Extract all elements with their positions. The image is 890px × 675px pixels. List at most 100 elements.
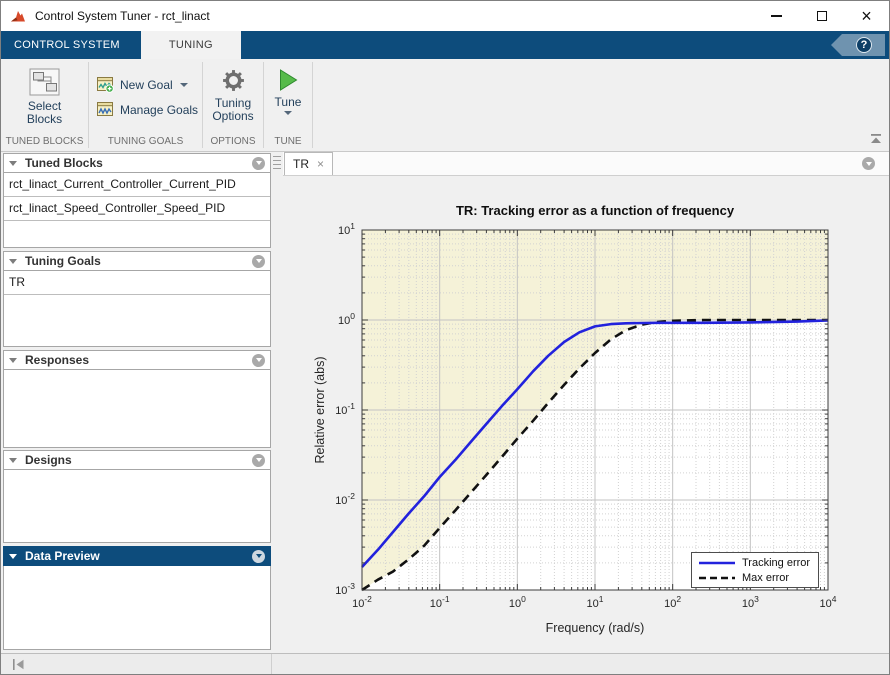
tuned-blocks-list: rct_linact_Current_Controller_Current_PI… <box>3 173 271 248</box>
plot-panel: 10-2 10-1 100 101 102 103 104 10-3 10-2 10-1 100 10… <box>283 176 889 653</box>
svg-text:10-2: 10-2 <box>335 491 355 507</box>
maximize-icon <box>816 11 827 21</box>
close-button[interactable]: × <box>844 1 889 31</box>
svg-text:101: 101 <box>338 221 355 237</box>
tuning-goals-list: TR <box>3 271 271 347</box>
ribbon-toolbar: Select Blocks TUNED BLOCKS New Goal <box>1 59 889 152</box>
panel-tuning-goals: Tuning Goals TR <box>3 251 271 347</box>
tuning-options-label: Tuning Options <box>212 96 254 123</box>
maximize-button[interactable] <box>799 1 844 31</box>
legend-label: Tracking error <box>742 556 811 569</box>
chevron-down-icon <box>255 458 262 462</box>
designs-list <box>3 470 271 543</box>
ribbon-tab-strip: CONTROL SYSTEM TUNING ? <box>1 31 889 59</box>
new-goal-dropdown-icon[interactable] <box>179 82 188 87</box>
help-icon: ? <box>856 37 872 53</box>
chart-legend[interactable]: Tracking error Max error <box>691 552 819 588</box>
svg-text:10-1: 10-1 <box>430 594 450 610</box>
panel-menu-button[interactable] <box>252 254 265 268</box>
tuning-options-button[interactable]: Tuning Options <box>203 59 263 135</box>
chevron-down-icon <box>255 161 262 165</box>
help-button[interactable]: ? <box>831 34 885 56</box>
window-controls: × <box>754 1 889 31</box>
minimize-button[interactable] <box>754 1 799 31</box>
panel-header-data-preview[interactable]: Data Preview <box>3 546 271 566</box>
panel-header-responses[interactable]: Responses <box>3 350 271 370</box>
group-options: Tuning Options OPTIONS <box>203 59 263 151</box>
collapse-triangle-icon <box>9 160 17 166</box>
svg-text:10-3: 10-3 <box>335 581 355 597</box>
panel-header-designs[interactable]: Designs <box>3 450 271 470</box>
collapse-triangle-icon <box>9 357 17 363</box>
svg-text:10-2: 10-2 <box>352 594 372 610</box>
splitter-grip-icon <box>273 156 281 171</box>
manage-goals-icon <box>97 102 113 116</box>
title-bar: Control System Tuner - rct_linact × <box>1 1 889 31</box>
select-blocks-icon <box>29 68 60 96</box>
section-label-tuned-blocks: TUNED BLOCKS <box>5 136 84 147</box>
svg-text:103: 103 <box>742 594 759 610</box>
list-item[interactable]: TR <box>4 271 270 295</box>
content-area: Tuned Blocks rct_linact_Current_Controll… <box>1 152 889 653</box>
toolbar-divider <box>202 62 203 148</box>
new-goal-label: New Goal <box>120 77 173 92</box>
tab-tr[interactable]: TR × <box>284 152 334 175</box>
data-preview-box <box>3 566 271 650</box>
collapse-ribbon-button[interactable] <box>869 133 883 145</box>
tab-label: TR <box>293 157 309 171</box>
panel-tuned-blocks: Tuned Blocks rct_linact_Current_Controll… <box>3 153 271 248</box>
chart-title: TR: Tracking error as a function of freq… <box>455 203 735 218</box>
manage-goals-button[interactable]: Manage Goals <box>89 97 202 122</box>
sidebar-splitter[interactable] <box>271 152 283 653</box>
collapse-sidebar-button[interactable] <box>12 659 26 670</box>
window-title: Control System Tuner - rct_linact <box>35 9 210 23</box>
panel-menu-button[interactable] <box>252 353 265 367</box>
panel-title: Responses <box>25 353 90 367</box>
panel-title: Designs <box>25 453 72 467</box>
tune-play-icon <box>279 69 297 91</box>
list-item[interactable]: rct_linact_Speed_Controller_Speed_PID <box>4 197 270 221</box>
panel-title: Tuned Blocks <box>25 156 103 170</box>
section-label-tuning-goals: TUNING GOALS <box>107 136 184 147</box>
legend-line-max-error <box>699 576 735 579</box>
responses-list <box>3 370 271 448</box>
gear-icon <box>222 70 244 91</box>
collapse-triangle-icon <box>9 457 17 463</box>
legend-label: Max error <box>742 571 790 584</box>
status-bar <box>1 653 889 674</box>
svg-text:100: 100 <box>509 594 526 610</box>
legend-line-tracking-error <box>699 561 735 564</box>
toolbar-divider <box>312 62 313 148</box>
tabstrip-menu-button[interactable] <box>862 157 875 170</box>
chart-xlabel: Frequency (rad/s) <box>545 621 645 635</box>
new-goal-button[interactable]: New Goal <box>89 72 202 97</box>
section-label-tune: TUNE <box>274 136 302 147</box>
section-label-options: OPTIONS <box>210 136 256 147</box>
legend-row: Max error <box>692 570 818 585</box>
collapse-triangle-icon <box>9 258 17 264</box>
tune-button[interactable]: Tune <box>264 59 312 135</box>
tab-close-icon[interactable]: × <box>317 157 325 171</box>
matlab-logo-icon <box>11 11 25 22</box>
tune-dropdown-icon[interactable] <box>284 111 292 115</box>
panel-header-tuned-blocks[interactable]: Tuned Blocks <box>3 153 271 173</box>
legend-row: Tracking error <box>692 555 818 570</box>
panel-menu-button[interactable] <box>252 453 265 467</box>
tune-label: Tune <box>274 95 302 109</box>
panel-header-tuning-goals[interactable]: Tuning Goals <box>3 251 271 271</box>
list-item[interactable]: rct_linact_Current_Controller_Current_PI… <box>4 173 270 197</box>
chart-ylabel: Relative error (abs) <box>313 356 327 464</box>
sidebar: Tuned Blocks rct_linact_Current_Controll… <box>1 152 271 653</box>
tracking-error-chart[interactable]: 10-2 10-1 100 101 102 103 10410-310-210-110010… <box>283 176 889 653</box>
panel-menu-button[interactable] <box>252 156 265 170</box>
toolbar-divider <box>263 62 264 148</box>
group-tuning-goals: New Goal Manage Goals TUNING GOALS <box>89 59 202 151</box>
select-blocks-button[interactable]: Select Blocks <box>1 59 88 135</box>
panel-responses: Responses <box>3 350 271 448</box>
tab-control-system[interactable]: CONTROL SYSTEM <box>14 39 120 51</box>
tab-tuning[interactable]: TUNING <box>140 31 241 59</box>
panel-menu-button[interactable] <box>252 549 265 563</box>
close-icon: × <box>861 6 872 26</box>
panel-data-preview: Data Preview <box>3 546 271 650</box>
